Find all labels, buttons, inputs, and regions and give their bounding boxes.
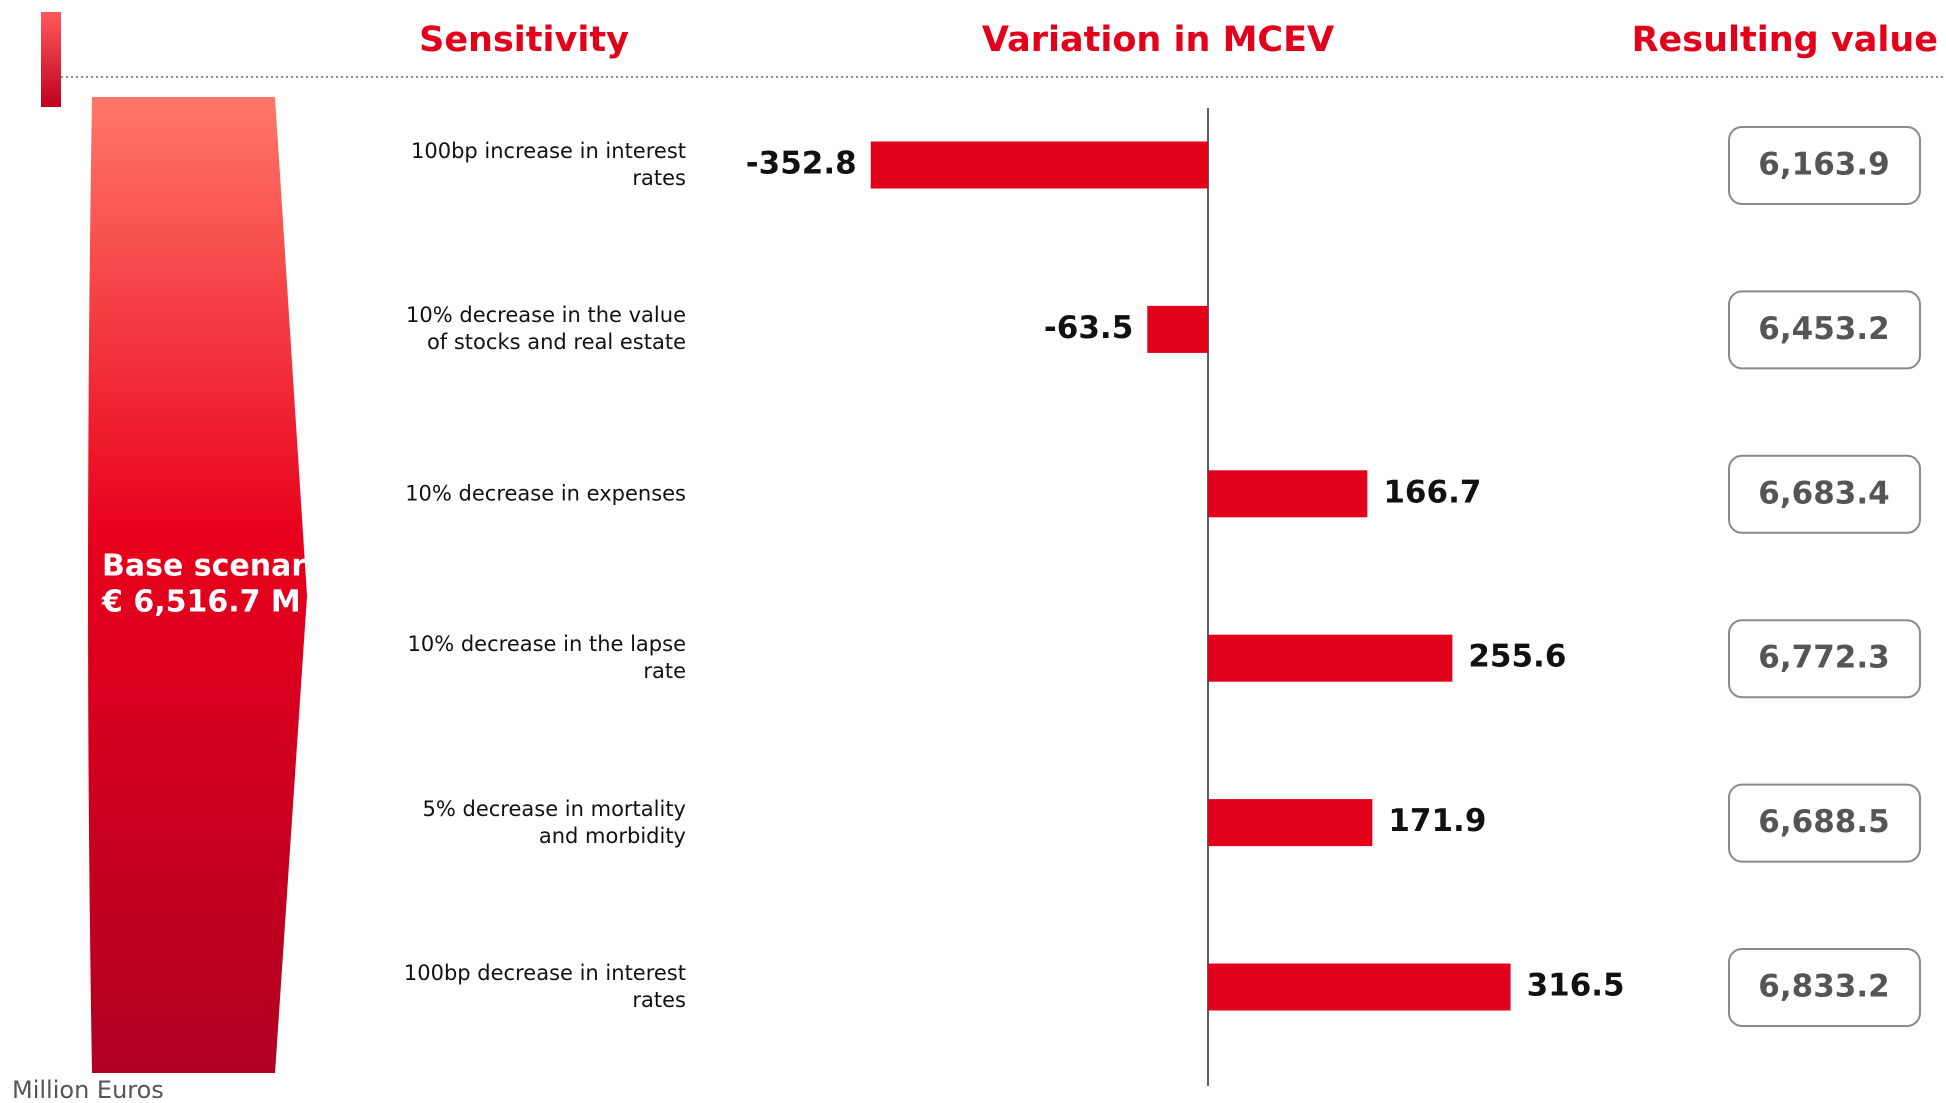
result-value: 6,688.5 [1758,804,1889,840]
header: Resulting value [1632,20,1938,60]
category-label: 100bp decrease in interest rates [403,961,686,1012]
value-label: 171.9 [1388,803,1486,839]
result-box [1728,126,1921,205]
bar [1208,470,1368,518]
bar [870,141,1208,189]
base-value: € 6,516.7 M [101,585,301,620]
bar [1147,305,1208,353]
value-label: 255.6 [1468,639,1566,675]
value-label: 166.7 [1383,474,1481,510]
base-label: Base scenario [102,549,337,584]
category-label: 10% decrease in the value of stocks and … [406,303,686,355]
value-label: 316.5 [1527,968,1625,1004]
category-label: 10% decrease in the lapse rate [407,632,687,684]
header: Variation in MCEV [982,20,1334,60]
accent-tab [41,12,61,107]
bar [1208,963,1511,1011]
base-shape [88,97,307,1073]
result-value: 6,833.2 [1758,969,1889,1005]
result-box [1728,948,1921,1027]
result-box [1728,454,1921,534]
value-label: -63.5 [1044,310,1133,346]
result-value: 6,683.4 [1758,475,1889,511]
result-box [1728,290,1921,370]
bar [1208,799,1373,847]
category-label: 10% decrease in expenses [405,481,686,506]
category-label: 100bp increase in interest rates [411,139,686,190]
result-box [1728,783,1921,863]
category-label: 5% decrease in mortality and morbidity [422,796,686,848]
result-box [1728,619,1921,699]
bar [1208,634,1453,682]
value-label: -352.8 [746,146,857,182]
result-value: 6,163.9 [1758,147,1889,183]
result-value: 6,772.3 [1758,640,1889,676]
result-value: 6,453.2 [1758,311,1889,347]
header: Sensitivity [419,20,629,60]
footnote: Million Euros [12,1076,164,1103]
